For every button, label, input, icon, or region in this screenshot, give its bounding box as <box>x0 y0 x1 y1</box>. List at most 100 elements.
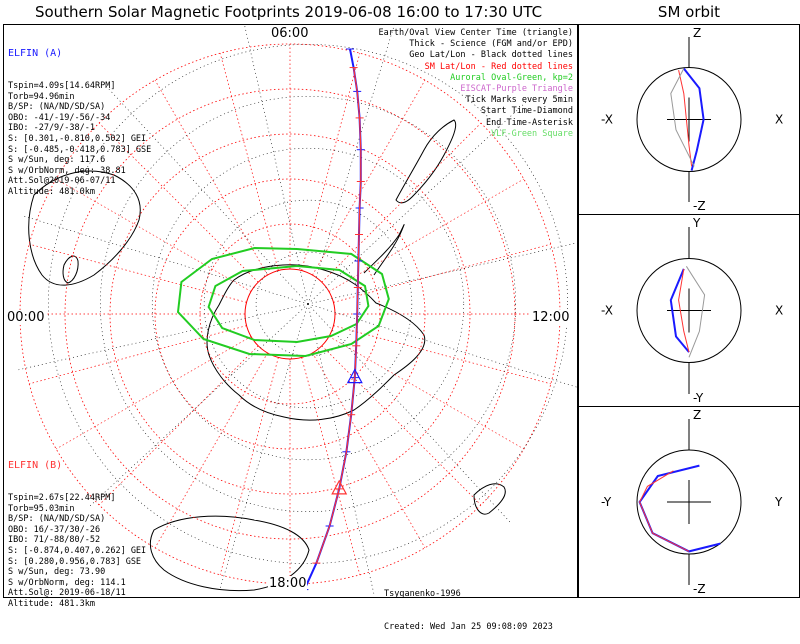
auroral-ovals <box>176 246 390 358</box>
axis-label-top: Z <box>693 26 701 40</box>
geo-lon-line-1 <box>307 303 511 523</box>
sm-lat-circle-3 <box>154 178 426 450</box>
elfin-a-line-6: S: [-0.485,-0.418,0.783] GSE <box>8 144 152 155</box>
geo-lon-line-9 <box>307 25 395 305</box>
elfin-b-info: ELFIN (B) Tspin=2.67s[22.44RPM] Torb=95.0… <box>8 440 146 620</box>
orbit-panel-title: SM orbit <box>657 3 721 21</box>
hour-label-left: 00:00 <box>6 310 46 325</box>
sm-lon-line-11 <box>29 325 247 385</box>
elfin-b-line-0: Tspin=2.67s[22.44RPM] <box>8 492 116 503</box>
chart-title: Southern Solar Magnetic Footprints 2019-… <box>34 3 543 21</box>
sm-lon-line-16 <box>154 79 268 276</box>
antarctic-peninsula <box>363 224 405 276</box>
elfin-a-line-4: IBO: -27/9/-38/-1 <box>8 123 95 134</box>
elfin-a-line-5: S: [0.301,-0.810,0.502] GEI <box>8 133 147 144</box>
sm-lon-line-7 <box>219 357 279 575</box>
elfin-a-line-8: S w/OrbNorm, deg: 38.81 <box>8 165 126 176</box>
sm-lon-line-23 <box>333 243 551 303</box>
sm-lon-line-10 <box>55 336 252 450</box>
geo-lat-circle-3 <box>151 147 465 461</box>
geo-lon-line-11 <box>307 242 577 305</box>
elfin-b-line-5: S: [-0.874,0.407,0.262] GEI <box>8 545 147 556</box>
map-series-3 <box>207 265 370 344</box>
orbit-panel-xz: Z -Z -X X <box>601 26 783 213</box>
axis-label-bottom: -Z <box>693 582 706 596</box>
geo-lon-line-3 <box>219 303 309 588</box>
madagascar-coastline <box>62 255 79 284</box>
legend-entry-5: EISCAT-Purple Triangle <box>460 84 573 95</box>
orbit-series-2 <box>670 68 695 167</box>
geo-lat-circle-5 <box>48 44 568 564</box>
elfin-b-line-3: OBO: 16/-37/30/-26 <box>8 524 101 535</box>
geo-lon-line-4 <box>89 303 309 507</box>
geo-lon-line-5 <box>18 303 309 371</box>
axis-label-bottom: -Z <box>693 199 706 213</box>
sm-lon-line-3 <box>321 345 482 506</box>
orbit-series-2 <box>685 266 706 358</box>
orbit-panel-xy: Y -Y -X X <box>601 216 783 405</box>
sm-lon-line-8 <box>154 352 268 549</box>
geo-lon-line-10 <box>307 101 527 305</box>
legend-entry-1: Thick - Science (FGM and/or EPD) <box>409 39 573 50</box>
orbit-series-0 <box>669 268 690 353</box>
geo-lat-circle-1 <box>255 251 361 357</box>
footprint-tracks <box>300 48 365 591</box>
sm-lon-line-13 <box>29 243 247 303</box>
sm-lon-line-4 <box>312 352 426 549</box>
elfin-b-line-9: Att.Sol@: 2019-06-18/11 <box>8 588 126 599</box>
sm-lon-line-21 <box>321 122 482 283</box>
footer-info: Tsyganenko-1996 Created: Wed Jan 25 09:0… <box>384 567 553 644</box>
axis-label-bottom: -Y <box>693 391 704 405</box>
elfin-b-line-2: B/SP: (NA/ND/SD/SA) <box>8 514 106 525</box>
new-zealand-coastline <box>473 483 506 515</box>
geo-lat-circle-4 <box>100 96 516 512</box>
sm-lon-line-17 <box>219 53 279 271</box>
footprint-map-frame <box>3 24 578 598</box>
elfin-a-name: ELFIN (A) <box>8 48 63 60</box>
orbit-series-1 <box>639 470 690 552</box>
legend-entry-9: VLF-Green Square <box>491 128 573 139</box>
legend-entry-0: Earth/Oval View Center Time (triangle) <box>378 28 573 38</box>
sm-lon-line-14 <box>55 178 252 292</box>
map-series-0 <box>303 48 362 591</box>
elfin-b-center-triangle <box>331 479 348 495</box>
elfin-a-line-10: Altitude: 481.0km <box>8 186 95 197</box>
elfin-b-line-10: Altitude: 481.3km <box>8 598 95 609</box>
elfin-a-line-3: OBO: -41/-19/-56/-34 <box>8 112 111 123</box>
elfin-b-line-1: Torb=95.03min <box>8 503 75 514</box>
legend-entry-2: Geo Lat/Lon - Black dotted lines <box>409 50 573 61</box>
sm-lon-line-5 <box>301 357 361 575</box>
orbit-panel-yz: Z -Z -Y Y <box>601 408 783 596</box>
orbit-series-1 <box>678 69 693 167</box>
south-america-coastline <box>395 119 457 204</box>
axis-label-left: -X <box>601 304 613 318</box>
axis-label-left: -X <box>601 113 613 127</box>
axis-label-right: Y <box>774 495 783 509</box>
orbit-series-1 <box>678 268 690 353</box>
hour-label-top: 06:00 <box>270 26 310 41</box>
geo-lon-line-2 <box>307 303 375 594</box>
legend-entry-4: Auroral Oval-Green, kp=2 <box>450 72 573 83</box>
hour-label-bottom: 18:00 <box>268 576 308 591</box>
elfin-a-line-2: B/SP: (NA/ND/SD/SA) <box>8 102 106 113</box>
axis-label-left: -Y <box>601 495 612 509</box>
elfin-a-line-1: Torb=94.96min <box>8 91 75 102</box>
orbit-series-0 <box>683 67 705 171</box>
map-series-2 <box>176 246 390 358</box>
footprint-map <box>18 25 577 594</box>
axis-label-top: Y <box>692 216 701 230</box>
geo-lat-lon-grid <box>18 25 577 594</box>
geo-lon-line-8 <box>244 25 309 305</box>
legend-entry-8: End Time-Asterisk <box>486 117 573 128</box>
model-label: Tsyganenko-1996 <box>384 589 461 599</box>
coastlines <box>28 119 506 592</box>
legend-entry-3: SM Lat/Lon - Red dotted lines <box>424 61 573 72</box>
sm-lat-circle-4 <box>109 133 471 495</box>
elfin-a-lines: Tspin=4.09s[14.64RPM] Torb=94.96min B/SP: … <box>8 81 151 198</box>
sm-lon-line-19 <box>301 53 361 271</box>
geo-lat-circle-2 <box>203 199 413 409</box>
legend-entry-6: Tick Marks every 5min <box>465 95 573 106</box>
elfin-a-line-0: Tspin=4.09s[14.64RPM] <box>8 80 116 91</box>
sm-lon-line-1 <box>333 325 551 385</box>
elfin-a-line-7: S w/Sun, deg: 117.6 <box>8 155 106 166</box>
